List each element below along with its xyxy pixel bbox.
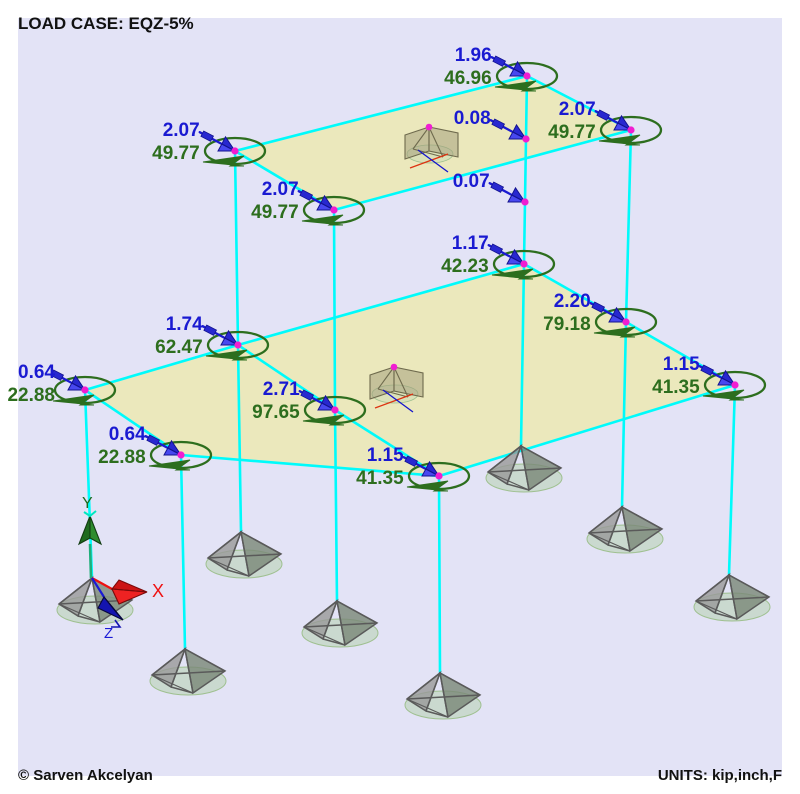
svg-text:0.64: 0.64 [109, 424, 146, 445]
svg-text:0.08: 0.08 [454, 108, 491, 129]
svg-text:2.07: 2.07 [163, 120, 200, 141]
svg-text:46.96: 46.96 [444, 68, 492, 89]
svg-text:1.15: 1.15 [663, 354, 700, 375]
svg-text:79.18: 79.18 [543, 314, 591, 335]
svg-text:49.77: 49.77 [251, 202, 299, 223]
svg-text:X: X [152, 581, 164, 601]
svg-text:49.77: 49.77 [548, 122, 596, 143]
svg-text:1.15: 1.15 [367, 445, 404, 466]
svg-text:0.07: 0.07 [453, 171, 490, 192]
svg-text:22.88: 22.88 [7, 385, 55, 406]
svg-text:97.65: 97.65 [252, 402, 300, 423]
svg-text:62.47: 62.47 [155, 337, 203, 358]
svg-text:2.07: 2.07 [559, 99, 596, 120]
svg-text:Y: Y [82, 495, 93, 512]
svg-text:2.71: 2.71 [263, 379, 300, 400]
svg-text:22.88: 22.88 [98, 447, 146, 468]
svg-text:Z: Z [104, 625, 113, 642]
svg-text:2.20: 2.20 [554, 291, 591, 312]
svg-text:1.17: 1.17 [452, 233, 489, 254]
svg-text:41.35: 41.35 [652, 377, 700, 398]
svg-text:42.23: 42.23 [441, 256, 489, 277]
svg-text:1.96: 1.96 [455, 45, 492, 66]
svg-text:41.35: 41.35 [356, 468, 404, 489]
svg-text:2.07: 2.07 [262, 179, 299, 200]
svg-text:49.77: 49.77 [152, 143, 200, 164]
svg-text:1.74: 1.74 [166, 314, 203, 335]
svg-text:0.64: 0.64 [18, 362, 55, 383]
